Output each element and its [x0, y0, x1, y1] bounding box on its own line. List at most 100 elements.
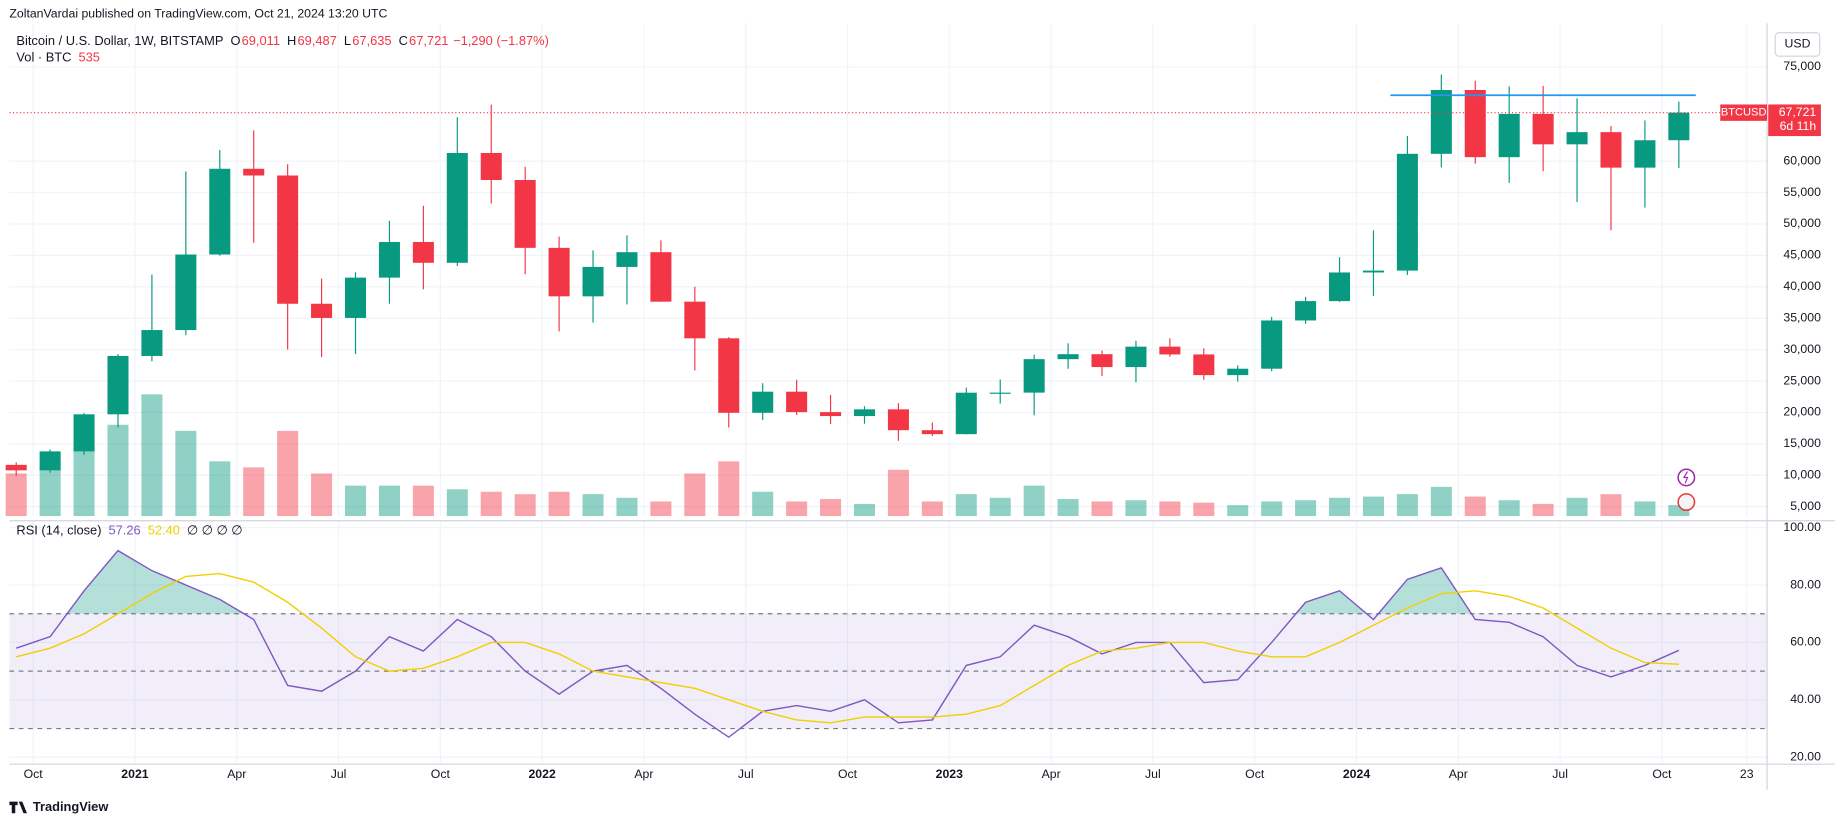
volume-bar [1566, 497, 1588, 517]
y-tick-label: 35,000 [1783, 310, 1821, 324]
y-tick-label: 60,000 [1783, 153, 1821, 167]
candle-body [1362, 270, 1384, 273]
ohlc-value: 67,721 [409, 34, 448, 49]
candle-body [73, 414, 95, 452]
y-tick-label: 45,000 [1783, 248, 1821, 262]
y-tick-label: 40,000 [1783, 279, 1821, 293]
volume-bar [989, 497, 1011, 517]
y-tick-label: 100.00 [1783, 520, 1821, 534]
volume-bar [243, 467, 265, 517]
candle-body [1668, 112, 1690, 141]
candle-body [243, 168, 265, 176]
candle-body [412, 242, 434, 263]
volume-bar [820, 499, 842, 517]
candle-body [5, 464, 27, 471]
rsi-legend: RSI (14, close) 57.26 52.40 ∅ ∅ ∅ ∅ [16, 523, 242, 538]
ohlc-value: 67,635 [352, 34, 391, 49]
volume-value: 535 [78, 50, 99, 65]
x-tick-label: Oct [1245, 767, 1265, 781]
candle-body [446, 152, 468, 263]
x-tick-label: Jul [738, 767, 754, 781]
candle-body [1261, 320, 1283, 369]
candle-body [107, 355, 129, 415]
x-tick-label: Jul [1552, 767, 1568, 781]
candle-body [39, 451, 61, 471]
volume-bar [1159, 501, 1181, 517]
x-tick-label: Oct [431, 767, 451, 781]
volume-bar [1329, 497, 1351, 517]
volume-bar [548, 491, 570, 517]
volume-bar [480, 491, 502, 517]
volume-bar [1532, 503, 1554, 517]
change: −1,290 (−1.87%) [453, 34, 549, 49]
volume-bar [1464, 496, 1486, 517]
volume-bar [650, 501, 672, 517]
volume-bar [1362, 496, 1384, 517]
ohlc-key: H [287, 34, 296, 49]
currency[interactable]: USD [1785, 37, 1811, 51]
candle-body [989, 392, 1011, 394]
x-tick-label: 2023 [936, 767, 963, 781]
volume-bar [1125, 500, 1147, 517]
candle-body [175, 254, 197, 331]
x-tick-label: 2024 [1343, 767, 1370, 781]
rsi-extra: ∅ ∅ ∅ ∅ [187, 523, 243, 538]
volume-bar [853, 503, 876, 517]
published-note: ZoltanVardai published on TradingView.co… [9, 6, 387, 20]
volume-bar [887, 469, 909, 517]
candle-body [684, 301, 706, 339]
volume-bar [1091, 501, 1113, 517]
x-tick-label: Jul [331, 767, 347, 781]
y-tick-label: 50,000 [1783, 216, 1821, 230]
volume-bar [277, 430, 299, 517]
candle-body [1532, 113, 1554, 145]
symbol-line: Bitcoin / U.S. Dollar, 1W, BITSTAMP O69,0… [16, 34, 548, 49]
candle-body [752, 391, 774, 413]
volume-bar [5, 473, 27, 517]
rsi-legend-value: 52.40 [148, 523, 180, 538]
currency-button[interactable] [1774, 32, 1821, 57]
volume-bar [311, 473, 333, 517]
x-tick-label: 23 [1740, 767, 1754, 781]
candle-body [209, 168, 231, 255]
volume-bar [786, 501, 808, 517]
candle-body [1566, 132, 1588, 145]
ohlc-value: 69,011 [242, 34, 280, 49]
candle-body [853, 409, 876, 417]
candle-body [378, 242, 400, 278]
candle-body [1464, 89, 1486, 158]
volume-bar [344, 485, 367, 517]
x-tick-label: Apr [227, 767, 246, 781]
y-tick-label: 5,000 [1790, 499, 1821, 513]
x-tick-label: Apr [634, 767, 653, 781]
candle-body [1125, 346, 1147, 368]
price-tag [1768, 104, 1821, 137]
y-tick-label: 60.00 [1790, 635, 1821, 649]
x-tick-label: Apr [1449, 767, 1468, 781]
candle-body [1329, 272, 1351, 302]
rsi-title: RSI (14, close) [16, 523, 101, 538]
volume-bar [1498, 500, 1520, 517]
volume-bar [1396, 494, 1418, 517]
rsi-legend-value: 57.26 [109, 523, 141, 538]
volume-bar [684, 473, 706, 517]
candle-body [1498, 113, 1520, 158]
candle-body [311, 303, 333, 318]
volume-bar [141, 394, 163, 517]
x-tick-label: Oct [1652, 767, 1672, 781]
candle-body [514, 180, 536, 248]
volume-bar [616, 497, 638, 517]
y-tick-label: 55,000 [1783, 185, 1821, 199]
flag-icon[interactable] [1677, 493, 1696, 511]
x-tick-label: Apr [1042, 767, 1061, 781]
volume-bar [446, 489, 468, 517]
volume-bar [752, 491, 774, 517]
candle-body [1091, 354, 1113, 368]
ohlc-value: 69,487 [298, 34, 337, 49]
candle-body [955, 392, 977, 435]
volume-label: Vol · BTC [16, 50, 71, 65]
y-tick-label: 80.00 [1790, 577, 1821, 591]
y-tick-label: 75,000 [1783, 59, 1821, 73]
